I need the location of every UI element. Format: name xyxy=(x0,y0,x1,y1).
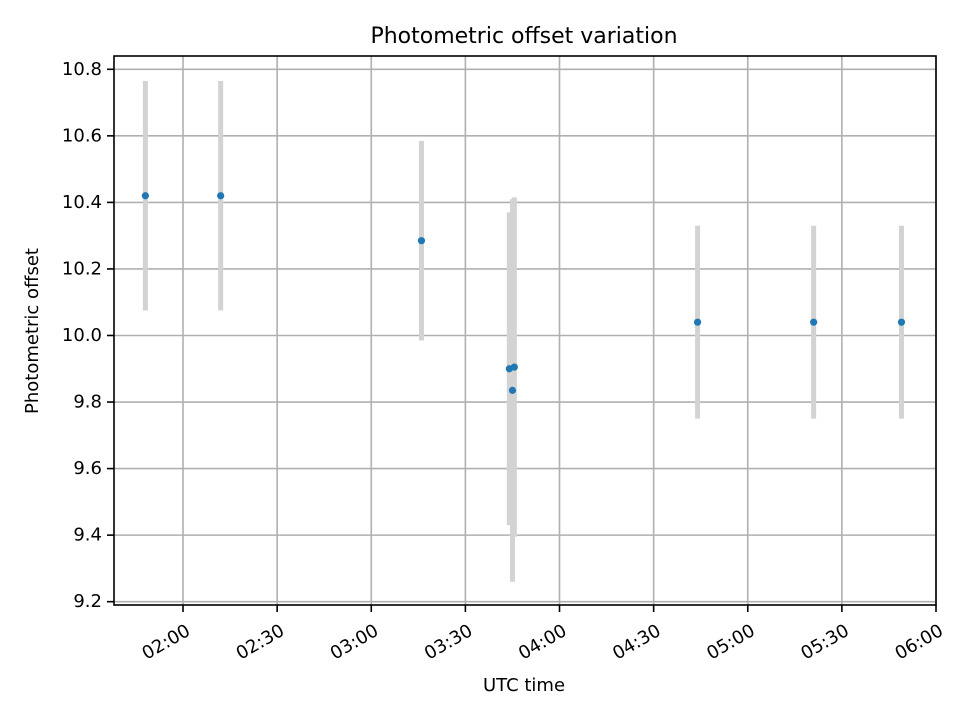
data-point xyxy=(693,318,702,326)
y-tick-label: 10.2 xyxy=(62,258,102,279)
y-tick-label: 10.8 xyxy=(62,59,102,80)
chart-title: Photometric offset variation xyxy=(370,24,677,49)
y-tick-label: 10.6 xyxy=(62,125,102,146)
data-point xyxy=(141,192,149,200)
x-tick-label: 04:00 xyxy=(515,620,570,664)
x-tick-label: 06:00 xyxy=(891,620,946,664)
x-tick-label: 04:30 xyxy=(609,620,664,664)
y-tick-label: 10.0 xyxy=(62,325,102,346)
data-point xyxy=(510,363,518,371)
x-tick-label: 02:30 xyxy=(233,620,288,664)
data-point xyxy=(897,318,906,326)
x-tick-label: 03:00 xyxy=(327,620,382,664)
data-point xyxy=(417,237,426,245)
y-axis-label: Photometric offset xyxy=(22,248,43,414)
data-point xyxy=(810,318,818,326)
y-tick-label: 10.4 xyxy=(62,192,102,213)
x-axis-label: UTC time xyxy=(483,675,565,696)
y-tick-label: 9.2 xyxy=(73,591,102,612)
point-layer xyxy=(141,192,906,394)
y-tick-label: 9.8 xyxy=(73,392,102,413)
x-tick-label: 05:30 xyxy=(797,620,852,664)
y-tick-label: 9.4 xyxy=(73,525,102,546)
plot-frame xyxy=(113,55,937,606)
x-tick-label: 05:00 xyxy=(703,620,758,664)
y-tick-label: 9.6 xyxy=(73,458,102,479)
data-point xyxy=(217,192,225,200)
x-tick-label: 03:30 xyxy=(421,620,476,664)
x-tick-label: 02:00 xyxy=(138,620,193,664)
data-point xyxy=(508,386,517,394)
errorbar-layer xyxy=(142,80,904,582)
grid-layer xyxy=(114,56,937,605)
